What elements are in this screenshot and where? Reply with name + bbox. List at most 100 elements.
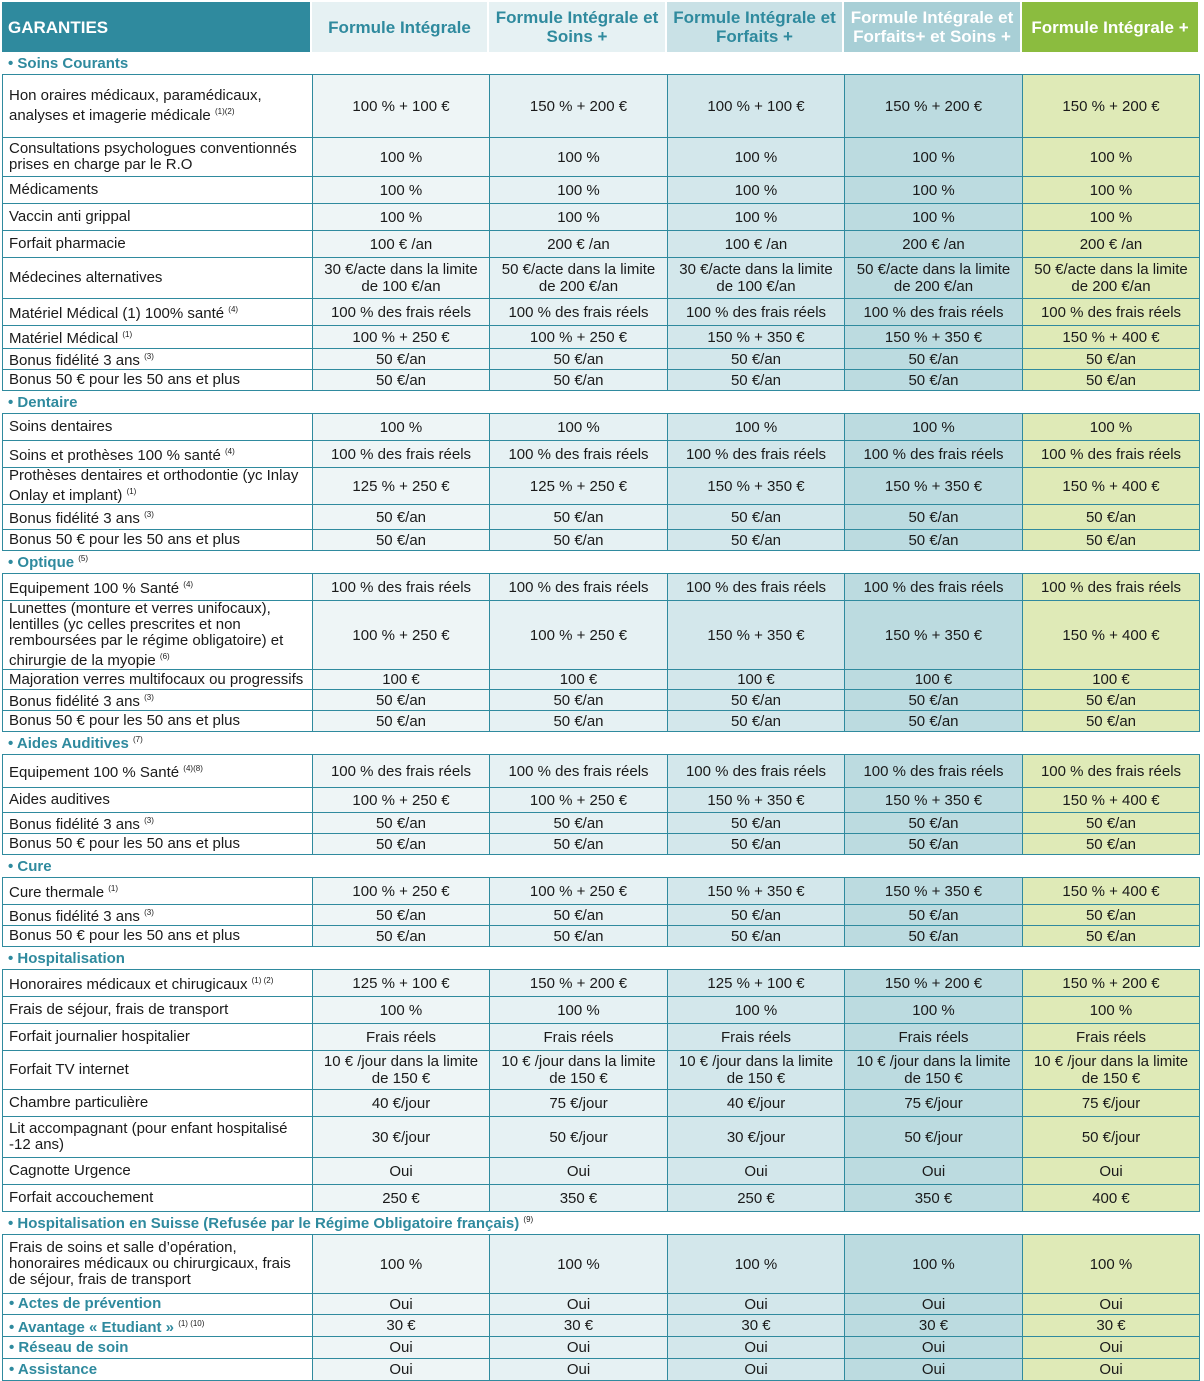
column-header-integrale-soins: Formule Intégrale et Soins +: [489, 2, 667, 52]
value-cell: 50 €/an: [489, 349, 667, 370]
section-header-row: • Dentaire: [2, 391, 1200, 414]
value-cell: 100 % des frais réels: [312, 299, 489, 326]
table-body: • Soins Courants Hon oraires médicaux, pa…: [2, 52, 1200, 1381]
row-label-text: Bonus fidélité 3 ans: [9, 352, 140, 369]
value-cell: 30 €: [667, 1315, 844, 1337]
value-cell: Frais réels: [1022, 1024, 1200, 1051]
value-cell: Oui: [1022, 1359, 1200, 1381]
value-cell: 50 €/an: [489, 370, 667, 391]
section-title-text: • Cure: [8, 857, 52, 875]
value-cell: 100 % + 250 €: [489, 878, 667, 905]
footnote-ref: (1): [108, 884, 118, 893]
value-cell: 50 €/an: [1022, 370, 1200, 391]
value-cell: 50 €/an: [667, 926, 844, 947]
value-cell: 50 €/acte dans la limite de 200 €/an: [489, 258, 667, 299]
row-label: Vaccin anti grippal: [2, 204, 312, 231]
row-label: Bonus 50 € pour les 50 ans et plus: [2, 834, 312, 855]
row-label-text: • Avantage « Etudiant »: [9, 1318, 175, 1336]
value-cell: 50 €/an: [312, 505, 489, 530]
row-label: Médecines alternatives: [2, 258, 312, 299]
value-cell: 100 %: [667, 177, 844, 204]
value-cell: Frais réels: [844, 1024, 1022, 1051]
value-cell: Oui: [489, 1158, 667, 1185]
header-row: GARANTIES Formule Intégrale Formule Inté…: [2, 2, 1200, 52]
value-cell: 150 % + 200 €: [844, 970, 1022, 997]
value-cell: 150 % + 400 €: [1022, 468, 1200, 505]
value-cell: 100 % des frais réels: [1022, 441, 1200, 468]
value-cell: 50 €/an: [844, 370, 1022, 391]
value-cell: 100 % des frais réels: [312, 441, 489, 468]
row-label-text: Frais de soins et salle d’opération, hon…: [9, 1239, 291, 1288]
footnote-ref: (6): [159, 652, 170, 661]
row-label: Forfait journalier hospitalier: [2, 1024, 312, 1051]
row-label: Equipement 100 % Santé (4): [2, 574, 312, 601]
value-cell: 30 €: [844, 1315, 1022, 1337]
value-cell: 125 % + 250 €: [312, 468, 489, 505]
row-label: Forfait TV internet: [2, 1051, 312, 1090]
row-label: Lunettes (monture et verres unifocaux), …: [2, 601, 312, 670]
value-cell: 200 € /an: [489, 231, 667, 258]
value-cell: 50 €/an: [489, 905, 667, 926]
table-row: Matériel Médical (1) 100 % + 250 €100 % +…: [2, 326, 1200, 349]
row-label: Honoraires médicaux et chirugicaux (1) (…: [2, 970, 312, 997]
value-cell: 50 €/an: [844, 834, 1022, 855]
value-cell: Oui: [844, 1294, 1022, 1315]
value-cell: 100 % + 100 €: [312, 75, 489, 138]
table-row: Forfait pharmacie 100 € /an 200 € /an 100 €…: [2, 231, 1200, 258]
value-cell: 150 % + 200 €: [1022, 970, 1200, 997]
value-cell: 100 %: [489, 177, 667, 204]
row-label: Lit accompagnant (pour enfant hospitalis…: [2, 1117, 312, 1158]
value-cell: 100 % des frais réels: [844, 299, 1022, 326]
section-title: • Cure: [2, 855, 1200, 878]
row-label: Bonus fidélité 3 ans (3): [2, 505, 312, 530]
value-cell: 75 €/jour: [844, 1090, 1022, 1117]
value-cell: 100 %: [312, 414, 489, 441]
row-label: Cure thermale (1): [2, 878, 312, 905]
footnote-ref: (7): [133, 734, 143, 744]
value-cell: 200 € /an: [1022, 231, 1200, 258]
value-cell: 75 €/jour: [489, 1090, 667, 1117]
value-cell: 50 €/an: [844, 813, 1022, 834]
value-cell: 100 %: [667, 997, 844, 1024]
column-header-formule-integrale: Formule Intégrale: [312, 2, 489, 52]
column-header-integrale-forfaits: Formule Intégrale et Forfaits +: [667, 2, 844, 52]
value-cell: 100 % des frais réels: [489, 441, 667, 468]
value-cell: 250 €: [667, 1185, 844, 1212]
section-header-row: • Hospitalisation: [2, 947, 1200, 970]
row-label: Consultations psychologues conventionnés…: [2, 138, 312, 177]
footnote-ref: (4): [224, 447, 235, 456]
row-label: Bonus fidélité 3 ans (3): [2, 349, 312, 370]
value-cell: 50 €/an: [312, 834, 489, 855]
value-cell: 100 % des frais réels: [844, 574, 1022, 601]
value-cell: 50 €/an: [489, 505, 667, 530]
row-label: Hon oraires médicaux, paramédicaux, anal…: [2, 75, 312, 138]
value-cell: 50 €/an: [489, 813, 667, 834]
row-label: Prothèses dentaires et orthodontie (yc I…: [2, 468, 312, 505]
value-cell: 100 %: [1022, 177, 1200, 204]
value-cell: 100 % + 250 €: [312, 326, 489, 349]
value-cell: 10 € /jour dans la limite de 150 €: [844, 1051, 1022, 1090]
value-cell: 50 €/an: [667, 711, 844, 732]
value-cell: Oui: [312, 1337, 489, 1359]
section-header-row: • Soins Courants: [2, 52, 1200, 75]
row-label-text: Forfait TV internet: [9, 1061, 129, 1078]
value-cell: 100 %: [489, 138, 667, 177]
value-cell: 30 €/jour: [667, 1117, 844, 1158]
value-cell: 100 % des frais réels: [489, 299, 667, 326]
value-cell: Frais réels: [667, 1024, 844, 1051]
section-title: • Aides Auditives (7): [2, 732, 1200, 755]
table-row: Bonus fidélité 3 ans (3) 50 €/an 50 €/an 50…: [2, 349, 1200, 370]
value-cell: 100 % des frais réels: [667, 574, 844, 601]
table-row: Forfait accouchement 250 €350 €250 €350 €…: [2, 1185, 1200, 1212]
value-cell: 100 % + 250 €: [312, 878, 489, 905]
row-label-text: Bonus fidélité 3 ans: [9, 693, 140, 710]
section-title: • Hospitalisation en Suisse (Refusée par…: [2, 1212, 1200, 1235]
section-header-row: • Cure: [2, 855, 1200, 878]
value-cell: 50 €/an: [489, 926, 667, 947]
value-cell: 100 %: [489, 1235, 667, 1294]
row-label-text: Bonus fidélité 3 ans: [9, 908, 140, 925]
value-cell: 50 €/an: [844, 926, 1022, 947]
row-label-text: Médecines alternatives: [9, 269, 163, 286]
value-cell: 50 €/jour: [844, 1117, 1022, 1158]
value-cell: 125 % + 100 €: [312, 970, 489, 997]
